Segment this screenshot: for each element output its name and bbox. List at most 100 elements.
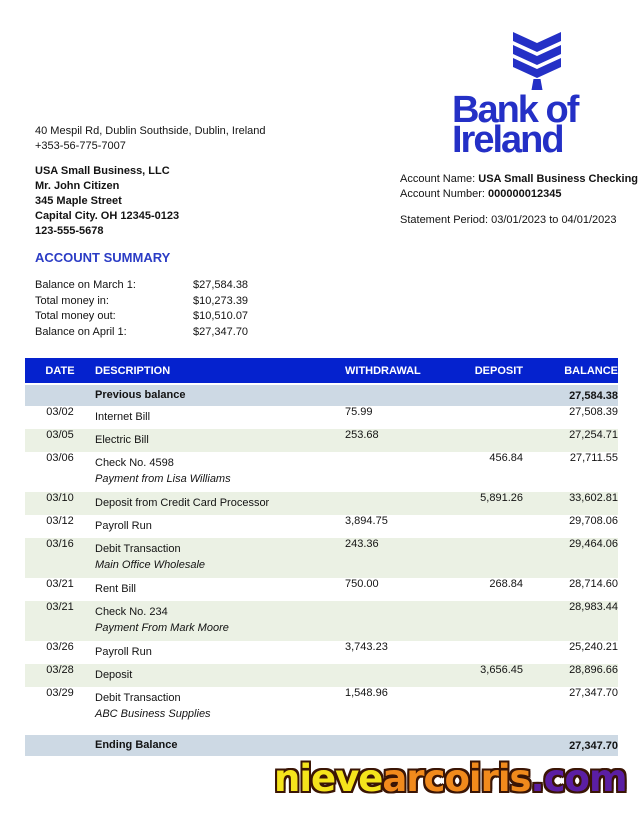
date-cell: 03/21 (46, 601, 74, 613)
deposit-cell (440, 429, 523, 452)
date-cell: 03/02 (46, 406, 74, 418)
table-row: 03/16 Debit Transaction Main Office Wholes… (25, 538, 618, 578)
header-balance: BALANCE (523, 358, 618, 385)
deposit-cell (440, 641, 523, 664)
bank-name: Bank of Ireland (452, 89, 622, 161)
header-deposit: DEPOSIT (440, 358, 523, 385)
watermark: nievearcoiris.com (274, 757, 628, 800)
summary-value: $10,273.39 (193, 294, 249, 307)
summary-row: Balance on March 1: $27,584.38 (35, 278, 248, 294)
watermark-part3: .com (530, 757, 628, 800)
deposit-cell (440, 406, 523, 429)
balance-cell: 28,983.44 (569, 601, 618, 613)
description-cell: Electric Bill (95, 429, 345, 452)
bank-name-line1: Bank of (452, 89, 579, 131)
deposit-cell: 456.84 (489, 452, 523, 464)
table-row: 03/06 Check No. 4598 Payment from Lisa Wil… (25, 452, 618, 492)
balance-cell: 27,711.55 (569, 452, 618, 464)
deposit-cell (440, 384, 523, 406)
account-info: Account Name: USA Small Business Checkin… (400, 172, 638, 228)
account-number-label: Account Number: (400, 188, 489, 200)
account-name-row: Account Name: USA Small Business Checkin… (400, 172, 638, 187)
summary-value: $27,584.38 (193, 279, 249, 291)
balance-cell: 28,714.60 (569, 578, 618, 590)
withdrawal-cell (345, 452, 440, 492)
deposit-cell: 3,656.45 (480, 664, 523, 676)
deposit-cell (440, 687, 523, 727)
account-name-label: Account Name: (400, 173, 479, 185)
withdrawal-cell (345, 384, 440, 406)
balance-cell: 29,464.06 (569, 538, 618, 550)
description-sub: Payment From Mark Moore (95, 622, 229, 634)
deposit-cell (440, 601, 523, 641)
summary-label: Balance on April 1: (35, 325, 127, 338)
description-main: Debit Transaction (95, 692, 181, 704)
withdrawal-cell (345, 735, 440, 756)
description-cell: Check No. 4598 Payment from Lisa Williams (95, 452, 345, 492)
table-row: 03/05 Electric Bill 253.68 27,254.71 (25, 429, 618, 452)
summary-value: $10,510.07 (193, 310, 249, 322)
description-cell: Debit Transaction ABC Business Supplies (95, 687, 345, 727)
withdrawal-cell (345, 601, 440, 641)
date-cell: 03/12 (46, 515, 74, 527)
date-cell: 03/05 (46, 429, 74, 441)
description-cell: Deposit (95, 664, 345, 687)
description-main: Ending Balance (95, 739, 178, 751)
description-cell: Payroll Run (95, 515, 345, 538)
account-number-value: 000000012345 (488, 188, 562, 200)
description-main: Previous balance (95, 389, 186, 401)
summary-value: $27,347.70 (193, 325, 249, 338)
date-cell (25, 735, 95, 756)
bank-address-line2: +353-56-775-7007 (35, 140, 126, 152)
date-cell: 03/16 (46, 538, 74, 550)
table-row: 03/12 Payroll Run 3,894.75 29,708.06 (25, 515, 618, 538)
table-row: Previous balance 27,584.38 (25, 384, 618, 406)
balance-cell: 27,508.39 (569, 406, 618, 418)
description-main: Rent Bill (95, 583, 136, 595)
account-summary: ACCOUNT SUMMARY Balance on March 1: $27,… (35, 250, 248, 340)
date-cell: 03/28 (46, 664, 74, 676)
description-cell: Deposit from Credit Card Processor (95, 492, 345, 515)
account-summary-title: ACCOUNT SUMMARY (35, 250, 171, 265)
description-sub: Payment from Lisa Williams (95, 473, 231, 485)
table-row: 03/21 Rent Bill 750.00 268.84 28,714.60 (25, 578, 618, 601)
description-main: Deposit from Credit Card Processor (95, 497, 270, 509)
customer-phone: 123-555-5678 (35, 225, 104, 237)
bank-name-line2: Ireland (452, 119, 565, 161)
description-cell: Ending Balance (95, 735, 345, 756)
bank-of-ireland-emblem-icon (513, 32, 561, 90)
withdrawal-cell: 243.36 (345, 538, 379, 550)
balance-cell: 27,347.70 (569, 687, 618, 699)
spacer-cell (25, 727, 618, 735)
withdrawal-cell: 750.00 (345, 578, 379, 590)
date-cell: 03/21 (46, 578, 74, 590)
spacer-row (25, 727, 618, 735)
deposit-cell (440, 735, 523, 756)
customer-city: Capital City. OH 12345-0123 (35, 210, 180, 222)
summary-label: Total money out: (35, 310, 116, 322)
bank-logo: Bank of Ireland (452, 32, 622, 161)
deposit-cell (440, 538, 523, 578)
description-main: Payroll Run (95, 646, 152, 658)
watermark-part1: nieve (274, 757, 383, 800)
customer-name: Mr. John Citizen (35, 180, 120, 192)
balance-cell: 33,602.81 (569, 492, 618, 504)
deposit-cell: 5,891.26 (480, 492, 523, 504)
withdrawal-cell: 3,894.75 (345, 515, 388, 527)
summary-row: Total money out: $10,510.07 (35, 309, 248, 325)
balance-cell: 25,240.21 (569, 641, 618, 653)
description-cell: Internet Bill (95, 406, 345, 429)
statement-period: Statement Period: 03/01/2023 to 04/01/20… (400, 214, 617, 226)
table-row: 03/26 Payroll Run 3,743.23 25,240.21 (25, 641, 618, 664)
balance-cell: 27,347.70 (569, 739, 618, 752)
table-header-row: DATE DESCRIPTION WITHDRAWAL DEPOSIT BALA… (25, 358, 618, 385)
description-sub: Main Office Wholesale (95, 559, 206, 571)
summary-label: Balance on March 1: (35, 279, 136, 291)
transaction-rows: Previous balance 27,584.38 03/02 Internet B… (25, 384, 618, 756)
description-main: Deposit (95, 669, 133, 681)
description-cell: Check No. 234 Payment From Mark Moore (95, 601, 345, 641)
summary-label: Total money in: (35, 294, 109, 307)
balance-cell: 28,896.66 (569, 664, 618, 676)
header-date: DATE (25, 358, 95, 385)
header-description: DESCRIPTION (95, 358, 345, 385)
